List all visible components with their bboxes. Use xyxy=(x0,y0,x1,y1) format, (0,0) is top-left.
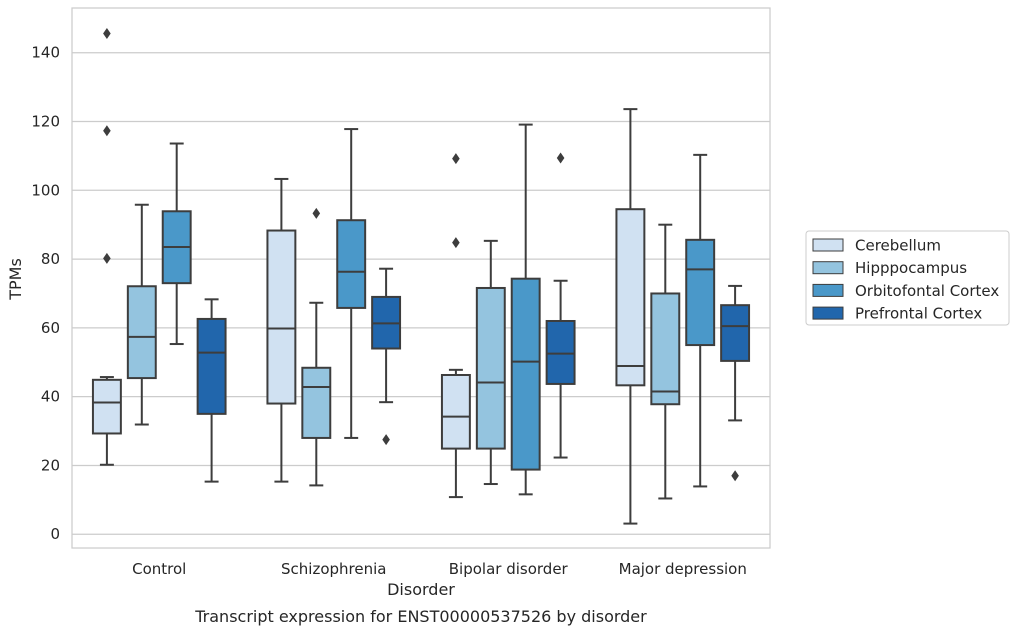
box-orbitofontal-cortex xyxy=(336,128,367,439)
iqr-box xyxy=(720,304,751,362)
iqr-box xyxy=(475,286,506,450)
iqr-box xyxy=(266,229,297,405)
legend-swatch xyxy=(812,306,844,320)
x-axis-label: Disorder xyxy=(387,580,455,599)
box-hipppocampus xyxy=(301,207,332,487)
box-prefrontal-cortex xyxy=(720,284,751,482)
iqr-box xyxy=(126,285,157,380)
y-axis-label: TPMs xyxy=(6,258,25,301)
box-cerebellum xyxy=(440,153,471,499)
outlier-point xyxy=(731,470,739,482)
box-hipppocampus xyxy=(475,239,506,486)
box-prefrontal-cortex xyxy=(196,298,227,483)
legend-label: Prefrontal Cortex xyxy=(855,305,982,323)
box-cerebellum xyxy=(91,27,122,466)
box-orbitofontal-cortex xyxy=(161,142,192,346)
box-hipppocampus xyxy=(650,223,681,500)
y-tick-label: 100 xyxy=(31,181,60,199)
legend: Cerebellum Hipppocampus Orbitofontal Corte… xyxy=(805,230,1010,326)
outlier-point xyxy=(103,125,111,137)
x-tick-label: Major depression xyxy=(619,560,747,578)
legend-label: Orbitofontal Cortex xyxy=(855,282,999,300)
x-tick-label: Bipolar disorder xyxy=(449,560,569,578)
iqr-box xyxy=(336,219,367,309)
iqr-box xyxy=(545,319,576,385)
iqr-box xyxy=(91,378,122,435)
chart-caption: Transcript expression for ENST0000053752… xyxy=(194,607,647,626)
outlier-point xyxy=(103,27,111,39)
x-tick-label: Schizophrenia xyxy=(281,560,386,578)
box-orbitofontal-cortex xyxy=(685,153,716,488)
plot-area-frame xyxy=(71,7,771,549)
box-cerebellum xyxy=(266,177,297,483)
y-tick-label: 140 xyxy=(31,44,60,62)
y-tick-label: 80 xyxy=(41,250,60,268)
legend-swatch xyxy=(812,283,844,297)
legend-swatch xyxy=(812,261,844,275)
outlier-point xyxy=(452,153,460,165)
y-tick-label: 20 xyxy=(41,456,60,474)
outlier-point xyxy=(382,434,390,446)
box-orbitofontal-cortex xyxy=(510,123,541,496)
x-tick-label: Control xyxy=(132,560,186,578)
legend-label: Cerebellum xyxy=(855,237,941,255)
outlier-point xyxy=(103,252,111,264)
iqr-box xyxy=(196,317,227,415)
iqr-box xyxy=(650,292,681,406)
y-tick-label: 120 xyxy=(31,113,60,131)
box-cerebellum xyxy=(615,108,646,525)
iqr-box xyxy=(510,277,541,471)
y-tick-label: 0 xyxy=(50,525,60,543)
iqr-box xyxy=(685,238,716,347)
iqr-box xyxy=(615,208,646,387)
iqr-box xyxy=(440,373,471,450)
y-tick-label: 40 xyxy=(41,388,60,406)
box-prefrontal-cortex xyxy=(545,152,576,459)
box-hipppocampus xyxy=(126,203,157,426)
outlier-point xyxy=(452,237,460,249)
box-prefrontal-cortex xyxy=(371,267,402,446)
legend-label: Hipppocampus xyxy=(855,259,967,277)
iqr-box xyxy=(301,366,332,439)
legend-swatch xyxy=(812,238,844,252)
y-tick-label: 60 xyxy=(41,319,60,337)
outlier-point xyxy=(312,207,321,219)
legend-frame xyxy=(805,230,1010,326)
outlier-point xyxy=(556,152,565,164)
